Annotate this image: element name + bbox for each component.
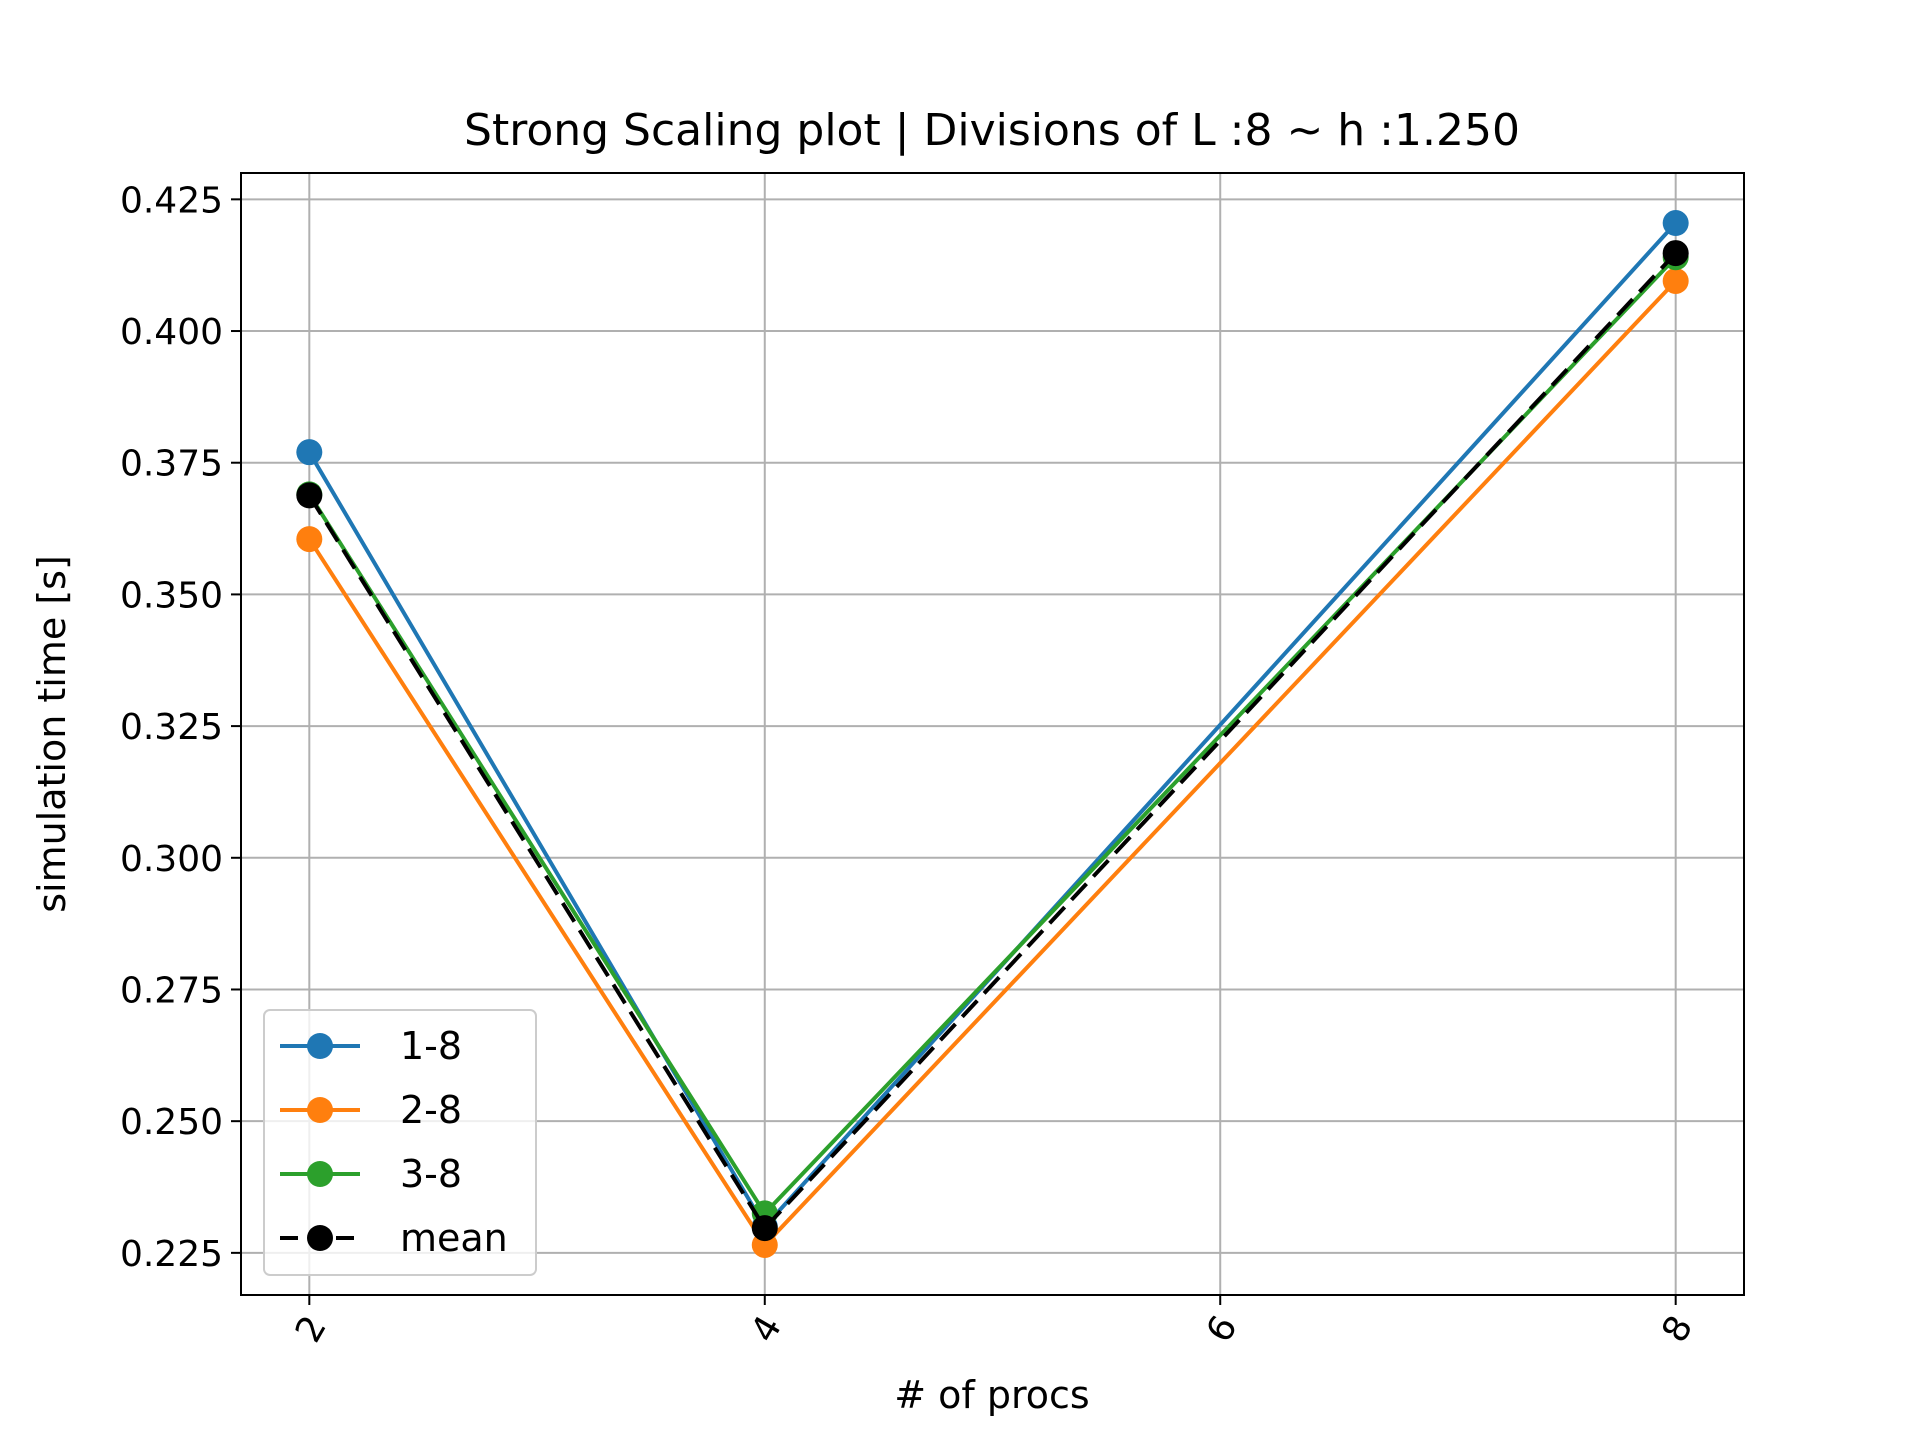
- y-tick-label: 0.425: [120, 180, 223, 221]
- data-point-2-8: [296, 526, 323, 553]
- x-axis-label: # of procs: [894, 1373, 1089, 1417]
- y-tick-label: 0.275: [120, 970, 223, 1011]
- legend-label: 3-8: [400, 1152, 462, 1196]
- legend-box: [263, 1009, 537, 1276]
- y-axis-label: simulation time [s]: [30, 555, 74, 913]
- y-tick-label: 0.300: [120, 839, 223, 880]
- legend-marker-2-8: [307, 1097, 333, 1123]
- data-point-1-8: [296, 439, 323, 466]
- y-tick-label: 0.250: [120, 1102, 223, 1143]
- chart-title: Strong Scaling plot | Divisions of L :8 …: [464, 105, 1520, 156]
- legend-label: 1-8: [400, 1024, 462, 1068]
- legend-marker-3-8: [307, 1161, 333, 1187]
- legend-label: mean: [400, 1216, 508, 1260]
- y-tick-label: 0.225: [120, 1234, 223, 1275]
- legend: 1-8 2-8 3-8 mean: [263, 1009, 537, 1276]
- legend-marker-1-8: [307, 1033, 333, 1059]
- legend-marker-mean: [307, 1225, 333, 1251]
- data-point-mean: [751, 1215, 778, 1242]
- y-tick-label: 0.350: [120, 575, 223, 616]
- y-tick-label: 0.400: [120, 312, 223, 353]
- data-point-mean: [296, 482, 323, 509]
- series-layer: [296, 210, 1689, 1258]
- data-point-1-8: [1662, 210, 1689, 237]
- y-tick-label: 0.375: [120, 444, 223, 485]
- plot-frame: [240, 172, 1745, 1296]
- y-tick-label: 0.325: [120, 707, 223, 748]
- data-point-2-8: [1662, 267, 1689, 294]
- legend-label: 2-8: [400, 1088, 462, 1132]
- data-point-mean: [1662, 240, 1689, 267]
